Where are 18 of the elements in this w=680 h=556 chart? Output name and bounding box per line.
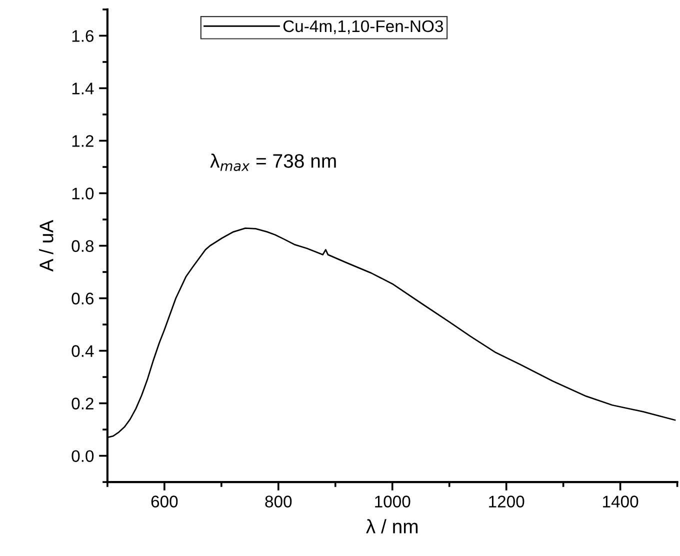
y-axis-title: A / uA xyxy=(39,220,54,272)
y-tick-label: 0.6 xyxy=(72,292,94,304)
x-axis-title: λ / nm xyxy=(366,519,418,534)
x-tick-label: 1200 xyxy=(489,496,524,508)
y-tick-label: 1.6 xyxy=(72,30,94,42)
y-tick-label: 0.0 xyxy=(72,450,94,462)
y-tick-label: 0.2 xyxy=(72,398,94,410)
annotation: λ$_{max}$ = 738 nm xyxy=(210,154,336,172)
y-tick-label: 1.2 xyxy=(72,135,94,147)
x-tick-label: 600 xyxy=(151,496,178,508)
y-tick-label: 1.4 xyxy=(72,82,94,94)
y-tick-label: 0.8 xyxy=(72,240,94,252)
y-tick-label: 1.0 xyxy=(72,188,94,200)
x-tick-label: 1000 xyxy=(375,496,410,508)
y-tick-label: 0.4 xyxy=(72,345,94,357)
x-tick-label: 800 xyxy=(265,496,292,508)
legend-label: Cu-4m,1,10-Fen-NO3 xyxy=(283,20,443,34)
x-tick-label: 1400 xyxy=(603,496,638,508)
